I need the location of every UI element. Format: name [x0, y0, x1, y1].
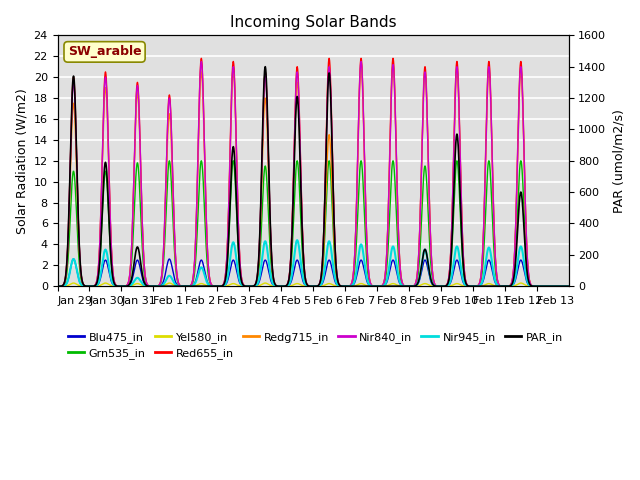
- Text: SW_arable: SW_arable: [68, 46, 141, 59]
- Title: Incoming Solar Bands: Incoming Solar Bands: [230, 15, 396, 30]
- Legend: Blu475_in, Grn535_in, Yel580_in, Red655_in, Redg715_in, Nir840_in, Nir945_in, PA: Blu475_in, Grn535_in, Yel580_in, Red655_…: [63, 327, 567, 363]
- Y-axis label: PAR (umol/m2/s): PAR (umol/m2/s): [612, 109, 625, 213]
- Y-axis label: Solar Radiation (W/m2): Solar Radiation (W/m2): [15, 88, 28, 234]
